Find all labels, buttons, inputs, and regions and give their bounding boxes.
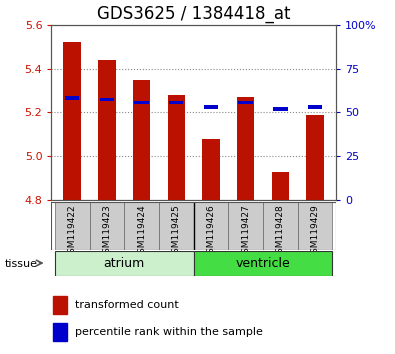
Bar (53, 323, 67, 341)
Bar (159, 202, 194, 250)
Text: GSM119428: GSM119428 (276, 204, 285, 259)
Text: GSM119424: GSM119424 (137, 204, 146, 259)
Text: atrium: atrium (103, 257, 145, 270)
Bar (203, 105, 218, 109)
Bar (263, 202, 297, 250)
Title: GDS3625 / 1384418_at: GDS3625 / 1384418_at (97, 6, 290, 23)
Bar (237, 97, 254, 200)
Text: percentile rank within the sample: percentile rank within the sample (75, 327, 263, 337)
Bar (306, 115, 324, 200)
Text: GSM119426: GSM119426 (207, 204, 215, 259)
Bar (202, 139, 220, 200)
Bar (194, 202, 228, 250)
Text: tissue: tissue (5, 259, 38, 269)
Bar (169, 101, 184, 104)
Bar (238, 101, 253, 104)
Text: GSM119423: GSM119423 (102, 204, 111, 259)
Text: ventricle: ventricle (235, 257, 290, 270)
Text: GSM119422: GSM119422 (68, 204, 77, 259)
Bar (55, 251, 194, 276)
Text: GSM119429: GSM119429 (310, 204, 320, 259)
Text: transformed count: transformed count (75, 300, 179, 310)
Bar (98, 60, 115, 200)
Text: GSM119425: GSM119425 (172, 204, 181, 259)
Bar (228, 202, 263, 250)
Bar (55, 202, 90, 250)
Bar (134, 101, 149, 104)
Bar (53, 296, 67, 314)
Bar (124, 202, 159, 250)
Bar (100, 97, 114, 101)
Bar (90, 202, 124, 250)
Bar (272, 172, 289, 200)
Bar (167, 95, 185, 200)
Bar (65, 96, 79, 100)
Text: GSM119427: GSM119427 (241, 204, 250, 259)
Bar (194, 251, 332, 276)
Bar (273, 107, 288, 111)
Bar (64, 42, 81, 200)
Bar (308, 105, 322, 109)
Bar (133, 80, 150, 200)
Bar (297, 202, 332, 250)
